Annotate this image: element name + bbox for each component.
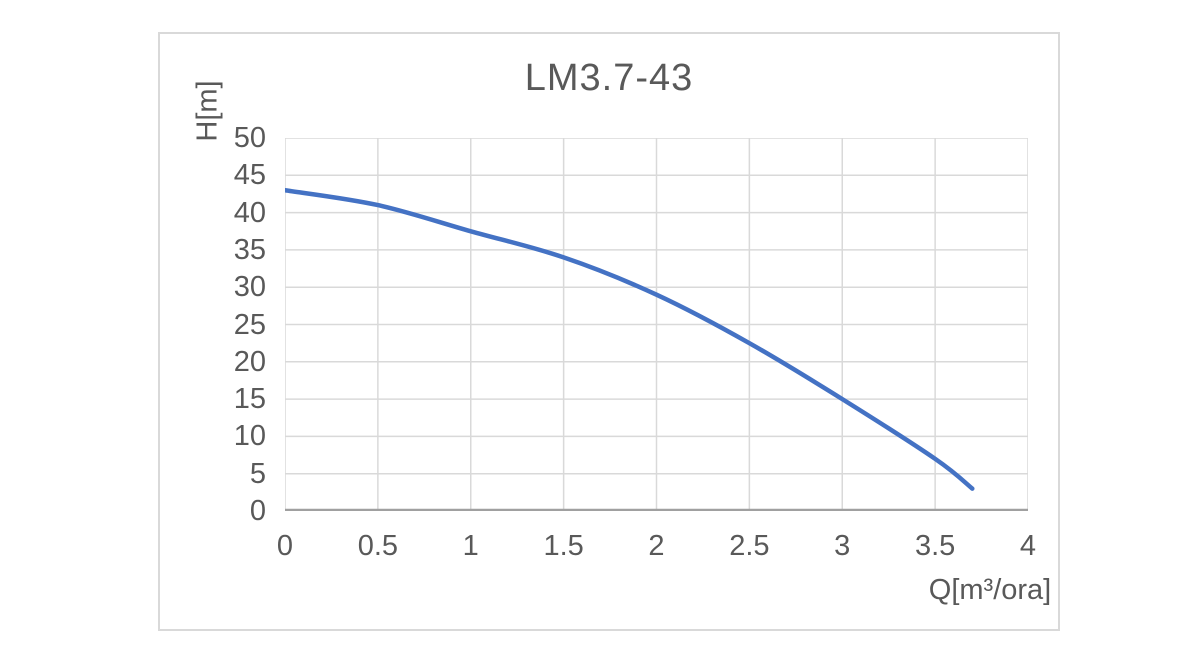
y-tick-label: 10: [233, 420, 266, 453]
x-tick-label: 2.5: [729, 530, 770, 562]
y-tick-label: 5: [249, 457, 266, 490]
y-tick-label: 30: [233, 271, 266, 304]
x-tick-label: 1: [462, 530, 479, 562]
pump-curve-series: [285, 187, 975, 491]
y-tick-label: 20: [233, 345, 266, 378]
x-tick-label: 0: [276, 530, 294, 562]
y-tick-label: 25: [233, 308, 266, 341]
x-tick-label: 3: [834, 530, 851, 562]
pump-curve-chart[interactable]: LM3.7-43 H[m] 0 5 10 15 20 25 30 35 40 45 50 0 0.5 1…: [158, 32, 1060, 631]
y-tick-label: 50: [233, 122, 266, 154]
y-tick-label: 35: [233, 233, 266, 266]
y-tick-label: 15: [233, 383, 266, 416]
y-tick-label: 40: [233, 196, 266, 229]
x-tick-label: 1.5: [543, 530, 584, 562]
chart-title: LM3.7-43: [524, 57, 694, 99]
x-tick-label: 4: [1019, 530, 1037, 562]
x-tick-label: 2: [648, 530, 665, 562]
x-tick-label: 3.5: [914, 530, 956, 562]
x-tick-label: 0.5: [357, 530, 399, 562]
y-tick-label: 0: [249, 495, 266, 527]
plot-area-svg: [285, 138, 1028, 511]
y-tick-label: 45: [233, 159, 266, 192]
x-axis-title: Q[m³/ora]: [928, 574, 1052, 606]
